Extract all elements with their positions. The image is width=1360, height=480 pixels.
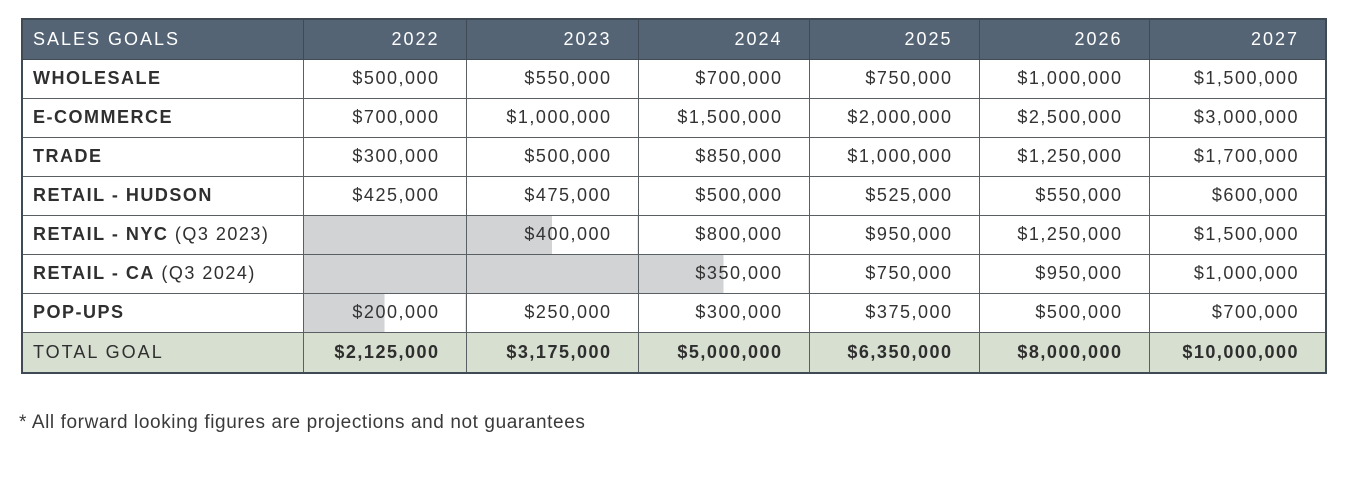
table-cell: $600,000: [1148, 175, 1327, 216]
sales-goals-table: SALES GOALS 2022 2023 2024 2025 2026 202…: [21, 18, 1327, 374]
total-label: TOTAL GOAL: [21, 331, 304, 374]
table-row: TRADE $300,000 $500,000 $850,000 $1,000,…: [21, 136, 1327, 177]
table-cell: $1,000,000: [978, 58, 1150, 99]
shaded-cell: [465, 253, 639, 294]
table-row: WHOLESALE $500,000 $550,000 $700,000 $75…: [21, 58, 1327, 99]
row-label-retail-hudson: RETAIL - HUDSON: [21, 175, 304, 216]
row-label-retail-ca: RETAIL - CA (Q3 2024): [21, 253, 304, 294]
table-cell: $700,000: [1148, 292, 1327, 333]
table-cell: $200,000: [302, 292, 467, 333]
total-row: TOTAL GOAL $2,125,000 $3,175,000 $5,000,…: [21, 331, 1327, 374]
table-cell: $1,500,000: [1148, 214, 1327, 255]
table-row: RETAIL - NYC (Q3 2023) $400,000 $800,000…: [21, 214, 1327, 255]
table-cell: $700,000: [637, 58, 810, 99]
header-year-2024: 2024: [637, 18, 810, 60]
table-cell: $2,000,000: [808, 97, 980, 138]
total-cell: $10,000,000: [1148, 331, 1327, 374]
table-cell: $250,000: [465, 292, 639, 333]
header-year-2026: 2026: [978, 18, 1150, 60]
shaded-cell: [302, 253, 467, 294]
header-label: SALES GOALS: [21, 18, 304, 60]
row-label-text: RETAIL - CA: [33, 263, 155, 283]
total-cell: $8,000,000: [978, 331, 1150, 374]
table-row: RETAIL - HUDSON $425,000 $475,000 $500,0…: [21, 175, 1327, 216]
table-cell: $375,000: [808, 292, 980, 333]
table-cell: $500,000: [302, 58, 467, 99]
table-cell: $1,500,000: [1148, 58, 1327, 99]
table-cell: $400,000: [465, 214, 639, 255]
table-cell: $550,000: [978, 175, 1150, 216]
total-cell: $5,000,000: [637, 331, 810, 374]
table-cell: $1,000,000: [1148, 253, 1327, 294]
header-year-2022: 2022: [302, 18, 467, 60]
table-cell: $700,000: [302, 97, 467, 138]
table-cell: $1,250,000: [978, 214, 1150, 255]
table-cell: $300,000: [637, 292, 810, 333]
row-label-pop-ups: POP-UPS: [21, 292, 304, 333]
table-cell: $950,000: [808, 214, 980, 255]
table-cell: $550,000: [465, 58, 639, 99]
total-cell: $2,125,000: [302, 331, 467, 374]
table-cell: $475,000: [465, 175, 639, 216]
total-cell: $3,175,000: [465, 331, 639, 374]
row-label-suffix: (Q3 2023): [168, 224, 270, 244]
table-cell: $3,000,000: [1148, 97, 1327, 138]
shaded-cell: [302, 214, 467, 255]
header-year-2027: 2027: [1148, 18, 1327, 60]
footnote: * All forward looking figures are projec…: [19, 412, 586, 433]
table-cell: $800,000: [637, 214, 810, 255]
table-cell: $750,000: [808, 58, 980, 99]
table-cell: $500,000: [465, 136, 639, 177]
row-label-suffix: (Q3 2024): [154, 263, 256, 283]
total-cell: $6,350,000: [808, 331, 980, 374]
row-label-retail-nyc: RETAIL - NYC (Q3 2023): [21, 214, 304, 255]
table-cell: $1,000,000: [465, 97, 639, 138]
table-cell: $1,500,000: [637, 97, 810, 138]
table-cell: $500,000: [637, 175, 810, 216]
table-cell: $950,000: [978, 253, 1150, 294]
header-year-2023: 2023: [465, 18, 639, 60]
header-row: SALES GOALS 2022 2023 2024 2025 2026 202…: [21, 18, 1327, 60]
row-label-e-commerce: E-COMMERCE: [21, 97, 304, 138]
table-cell: $350,000: [637, 253, 810, 294]
table-row: POP-UPS $200,000 $250,000 $300,000 $375,…: [21, 292, 1327, 333]
table-cell: $750,000: [808, 253, 980, 294]
row-label-trade: TRADE: [21, 136, 304, 177]
table-cell: $425,000: [302, 175, 467, 216]
table-cell: $850,000: [637, 136, 810, 177]
header-year-2025: 2025: [808, 18, 980, 60]
table-row: RETAIL - CA (Q3 2024) $350,000 $750,000 …: [21, 253, 1327, 294]
table-cell: $1,000,000: [808, 136, 980, 177]
table-cell: $500,000: [978, 292, 1150, 333]
table-cell: $525,000: [808, 175, 980, 216]
row-label-wholesale: WHOLESALE: [21, 58, 304, 99]
table-cell: $300,000: [302, 136, 467, 177]
table-cell: $2,500,000: [978, 97, 1150, 138]
table-row: E-COMMERCE $700,000 $1,000,000 $1,500,00…: [21, 97, 1327, 138]
table-cell: $1,700,000: [1148, 136, 1327, 177]
table-cell: $1,250,000: [978, 136, 1150, 177]
row-label-text: RETAIL - NYC: [33, 224, 169, 244]
